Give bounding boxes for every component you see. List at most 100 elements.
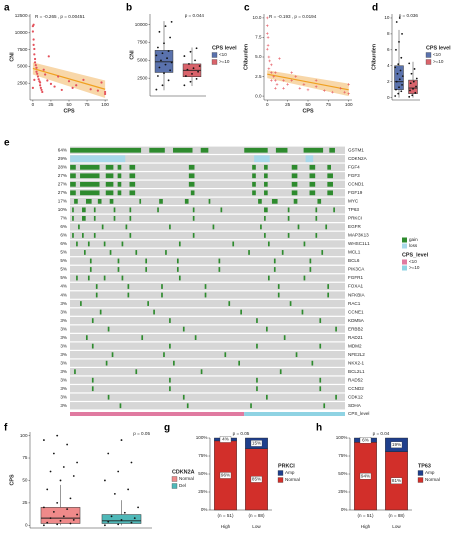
- point: [394, 66, 397, 69]
- alteration: [176, 267, 179, 272]
- alteration: [305, 155, 314, 163]
- row-background: [70, 265, 345, 274]
- point: [394, 95, 397, 97]
- x-tick-label: 0: [266, 102, 269, 107]
- point: [67, 80, 71, 83]
- label-box: [219, 436, 232, 443]
- alteration: [147, 301, 149, 306]
- alteration: [279, 369, 282, 375]
- alteration: [186, 403, 189, 409]
- alteration: [184, 198, 189, 204]
- alteration: [95, 284, 98, 289]
- gene-label: PRKCI: [348, 216, 362, 221]
- alteration: [169, 318, 171, 323]
- alteration: [240, 309, 242, 315]
- frequency-label: 5%: [60, 275, 67, 280]
- panel-letter: c: [244, 3, 250, 14]
- point: [53, 85, 56, 88]
- x-axis-label: CPS: [302, 108, 313, 114]
- point: [414, 91, 417, 94]
- legend-swatch: [277, 470, 284, 476]
- point: [66, 443, 69, 446]
- alteration: [182, 394, 185, 400]
- point: [347, 83, 351, 86]
- point: [157, 75, 159, 77]
- legend-title: PRKCI: [278, 463, 295, 469]
- alteration: [319, 343, 322, 349]
- point: [395, 88, 397, 91]
- alteration: [169, 343, 171, 349]
- frequency-label: 3%: [60, 309, 67, 314]
- alteration: [264, 207, 268, 213]
- point: [267, 67, 271, 71]
- y-tick-label: 10.0: [253, 15, 262, 20]
- alteration: [87, 241, 90, 247]
- row-background: [70, 172, 345, 180]
- point: [43, 439, 45, 441]
- legend-title: CDKN2A: [172, 469, 195, 475]
- alteration: [321, 250, 324, 255]
- point: [272, 75, 276, 78]
- gene-label: BCL2L1: [348, 369, 365, 374]
- alteration: [153, 309, 155, 315]
- panel-letter: g: [164, 423, 170, 434]
- point: [57, 75, 60, 78]
- y-tick-label: 7500: [137, 40, 148, 45]
- x-tick-label: 100: [101, 102, 109, 107]
- y-tick-label: 2: [387, 79, 390, 84]
- alteration: [192, 216, 195, 221]
- point: [408, 95, 411, 98]
- alteration: [82, 207, 86, 213]
- alteration: [169, 377, 171, 383]
- frequency-label: 10%: [58, 207, 67, 212]
- alteration: [218, 258, 221, 264]
- alteration: [129, 233, 132, 238]
- point: [100, 81, 103, 84]
- legend-title: TP63: [418, 463, 431, 469]
- alteration: [105, 190, 114, 196]
- frequency-label: 3%: [60, 335, 67, 340]
- y-tick-label: 100%: [336, 435, 348, 440]
- frequency-label: 4%: [60, 284, 67, 289]
- alteration: [107, 326, 110, 332]
- alteration: [258, 198, 262, 204]
- gene-label: SDHA: [348, 403, 362, 408]
- point: [117, 470, 120, 473]
- x-axis-label: CPS: [63, 108, 74, 114]
- panel-letter: e: [4, 138, 10, 149]
- point: [76, 461, 78, 464]
- legend-swatch: [402, 265, 407, 271]
- alteration: [309, 258, 312, 264]
- gene-label: EGFR: [348, 224, 361, 229]
- point: [104, 524, 106, 527]
- alteration: [178, 241, 181, 247]
- point: [164, 25, 167, 28]
- alteration: [256, 386, 258, 392]
- legend-title: CPS level: [426, 45, 451, 51]
- point: [82, 78, 85, 81]
- point: [43, 506, 45, 509]
- box: [40, 507, 81, 524]
- point: [33, 78, 36, 81]
- point: [265, 16, 269, 20]
- point: [188, 63, 190, 65]
- legend-label: Del: [179, 483, 186, 488]
- row-background: [70, 189, 345, 197]
- annotation-bar: [70, 412, 245, 416]
- alteration: [80, 164, 100, 170]
- x-tick-label: High: [221, 524, 231, 529]
- alteration: [315, 207, 318, 213]
- alteration: [103, 275, 106, 281]
- y-tick-label: 7.5: [255, 35, 262, 40]
- alteration: [145, 258, 148, 264]
- alteration: [287, 207, 290, 213]
- alteration: [301, 309, 304, 315]
- annotation-bar: [244, 412, 345, 416]
- alteration: [327, 284, 330, 289]
- alteration: [273, 267, 276, 272]
- alteration: [212, 224, 215, 230]
- panel-letter: d: [372, 3, 378, 14]
- point: [314, 79, 318, 82]
- label-box: [219, 472, 232, 479]
- point: [72, 475, 75, 477]
